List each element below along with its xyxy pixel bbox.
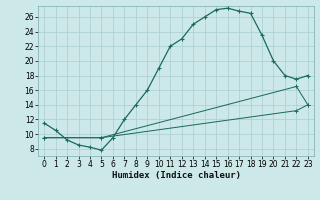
X-axis label: Humidex (Indice chaleur): Humidex (Indice chaleur): [111, 171, 241, 180]
